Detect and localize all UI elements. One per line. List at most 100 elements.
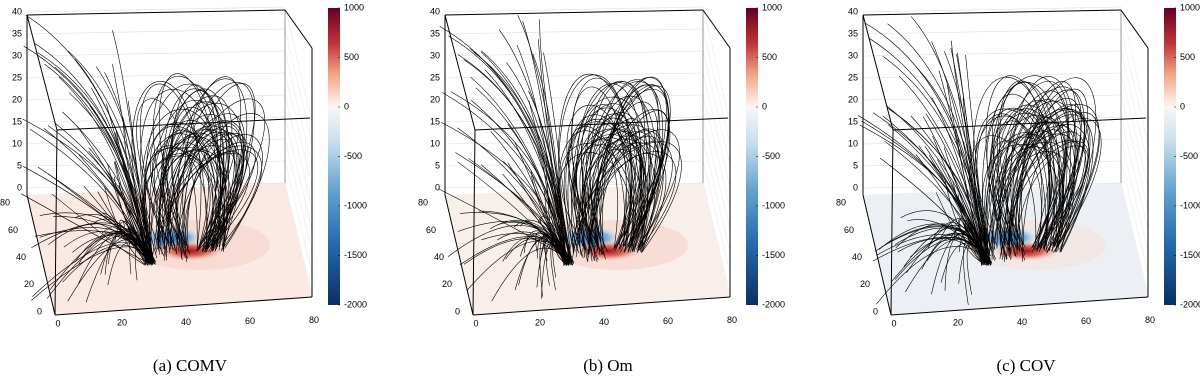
z-tick-label: 35 <box>430 28 440 38</box>
x-tick-label: 80 <box>309 315 319 325</box>
grid-line <box>702 182 731 295</box>
grid-line <box>862 72 1122 79</box>
field-line <box>470 76 569 265</box>
box-edge <box>1120 9 1149 49</box>
field-line <box>545 243 568 286</box>
x-tick-label: 40 <box>599 317 609 327</box>
field-line <box>916 66 984 265</box>
y-tick-label: 0 <box>37 306 42 316</box>
colorbar-label: -2000 <box>762 299 785 309</box>
grid-line <box>862 160 1122 167</box>
field-line <box>528 100 572 266</box>
grid-line <box>702 94 731 209</box>
field-line <box>931 233 989 295</box>
field-line <box>976 113 1047 261</box>
colorbar <box>1164 8 1176 305</box>
box-edge <box>862 194 892 316</box>
colorbar-label: -1500 <box>1180 250 1200 260</box>
field-line <box>22 166 147 265</box>
z-tick-label: 15 <box>12 116 22 126</box>
field-line <box>498 29 572 265</box>
field-line <box>170 145 238 250</box>
colorbar-label: -2000 <box>344 299 367 309</box>
field-line <box>182 76 242 263</box>
z-tick-label: 40 <box>430 6 440 16</box>
field-line <box>187 132 249 249</box>
field-line <box>463 59 568 262</box>
grid-line <box>862 50 1122 57</box>
box-edge <box>702 9 731 49</box>
panel: 0 5 10 15 20 25 30 35 40 0 20 40 60 80 0 20 40 60 80 1000 50… <box>836 2 1200 375</box>
field-line <box>163 88 230 249</box>
field-line <box>143 122 217 262</box>
x-tick-label: 60 <box>663 316 673 326</box>
field-line <box>1022 112 1100 262</box>
box-edge <box>444 14 476 131</box>
box-edge <box>54 296 313 316</box>
field-line <box>51 193 146 266</box>
box-edge <box>862 9 1122 16</box>
grid-line <box>862 28 1122 35</box>
field-line <box>955 128 990 263</box>
z-tick-label: 30 <box>848 50 858 60</box>
field-line <box>497 231 568 262</box>
grid-line <box>1120 160 1149 273</box>
y-tick-label: 40 <box>434 252 444 262</box>
field-line <box>62 244 153 283</box>
field-line <box>157 95 233 252</box>
panel: 0 5 10 15 20 25 30 35 40 0 20 40 60 80 0 20 40 60 80 1000 50… <box>0 2 367 375</box>
x-tick-label: 0 <box>473 318 478 328</box>
panel: 0 5 10 15 20 25 30 35 40 0 20 40 60 80 0 20 40 60 80 1000 50… <box>418 2 785 375</box>
grid-line <box>284 138 313 252</box>
grid-line <box>26 72 286 79</box>
colorbar-label: -500 <box>1180 151 1198 161</box>
field-line <box>1018 77 1097 252</box>
grid-line <box>702 28 731 144</box>
box <box>444 9 731 316</box>
colorbar-label: 0 <box>344 101 349 111</box>
z-tick-label: 30 <box>12 50 22 60</box>
y-tick-label: 20 <box>24 279 34 289</box>
caption: (a) COMV <box>153 356 228 375</box>
x-tick-label: 20 <box>117 318 127 328</box>
field-line <box>537 216 571 263</box>
field-line <box>149 100 224 254</box>
x-tick-label: 20 <box>535 318 545 328</box>
z-tick-label: 0 <box>17 182 22 192</box>
field-line <box>170 106 222 255</box>
field-line <box>44 63 147 262</box>
grid-line <box>702 116 731 230</box>
grid-line <box>26 50 286 57</box>
field-line <box>1014 89 1085 246</box>
colorbar <box>328 8 340 305</box>
field-line <box>965 54 988 263</box>
box-edge <box>54 129 58 316</box>
box-edge <box>444 9 704 16</box>
y-tick-label: 20 <box>860 279 870 289</box>
caption: (c) COV <box>996 356 1056 375</box>
grid-line <box>26 94 286 101</box>
colorbar-label: 1000 <box>762 2 782 12</box>
x-tick-label: 20 <box>953 318 963 328</box>
field-line <box>466 240 572 291</box>
field-line <box>950 47 989 262</box>
field-line <box>176 142 256 255</box>
box <box>862 9 1149 316</box>
grid-line <box>702 50 731 166</box>
x-tick-label: 40 <box>181 317 191 327</box>
field-line <box>161 129 209 259</box>
field-line <box>543 235 572 264</box>
field-line <box>887 23 990 262</box>
z-tick-label: 15 <box>848 116 858 126</box>
field-line <box>572 84 669 252</box>
field-line <box>539 233 571 297</box>
x-tick-label: 40 <box>1017 317 1027 327</box>
field-line <box>63 231 150 266</box>
field-line <box>1010 104 1086 260</box>
colorbar-label: 0 <box>762 101 767 111</box>
colorbar-label: -2000 <box>1180 299 1200 309</box>
field-line <box>582 138 656 262</box>
colorbar-label: 500 <box>344 52 359 62</box>
z-tick-label: 10 <box>430 138 440 148</box>
box-edge <box>862 14 894 131</box>
